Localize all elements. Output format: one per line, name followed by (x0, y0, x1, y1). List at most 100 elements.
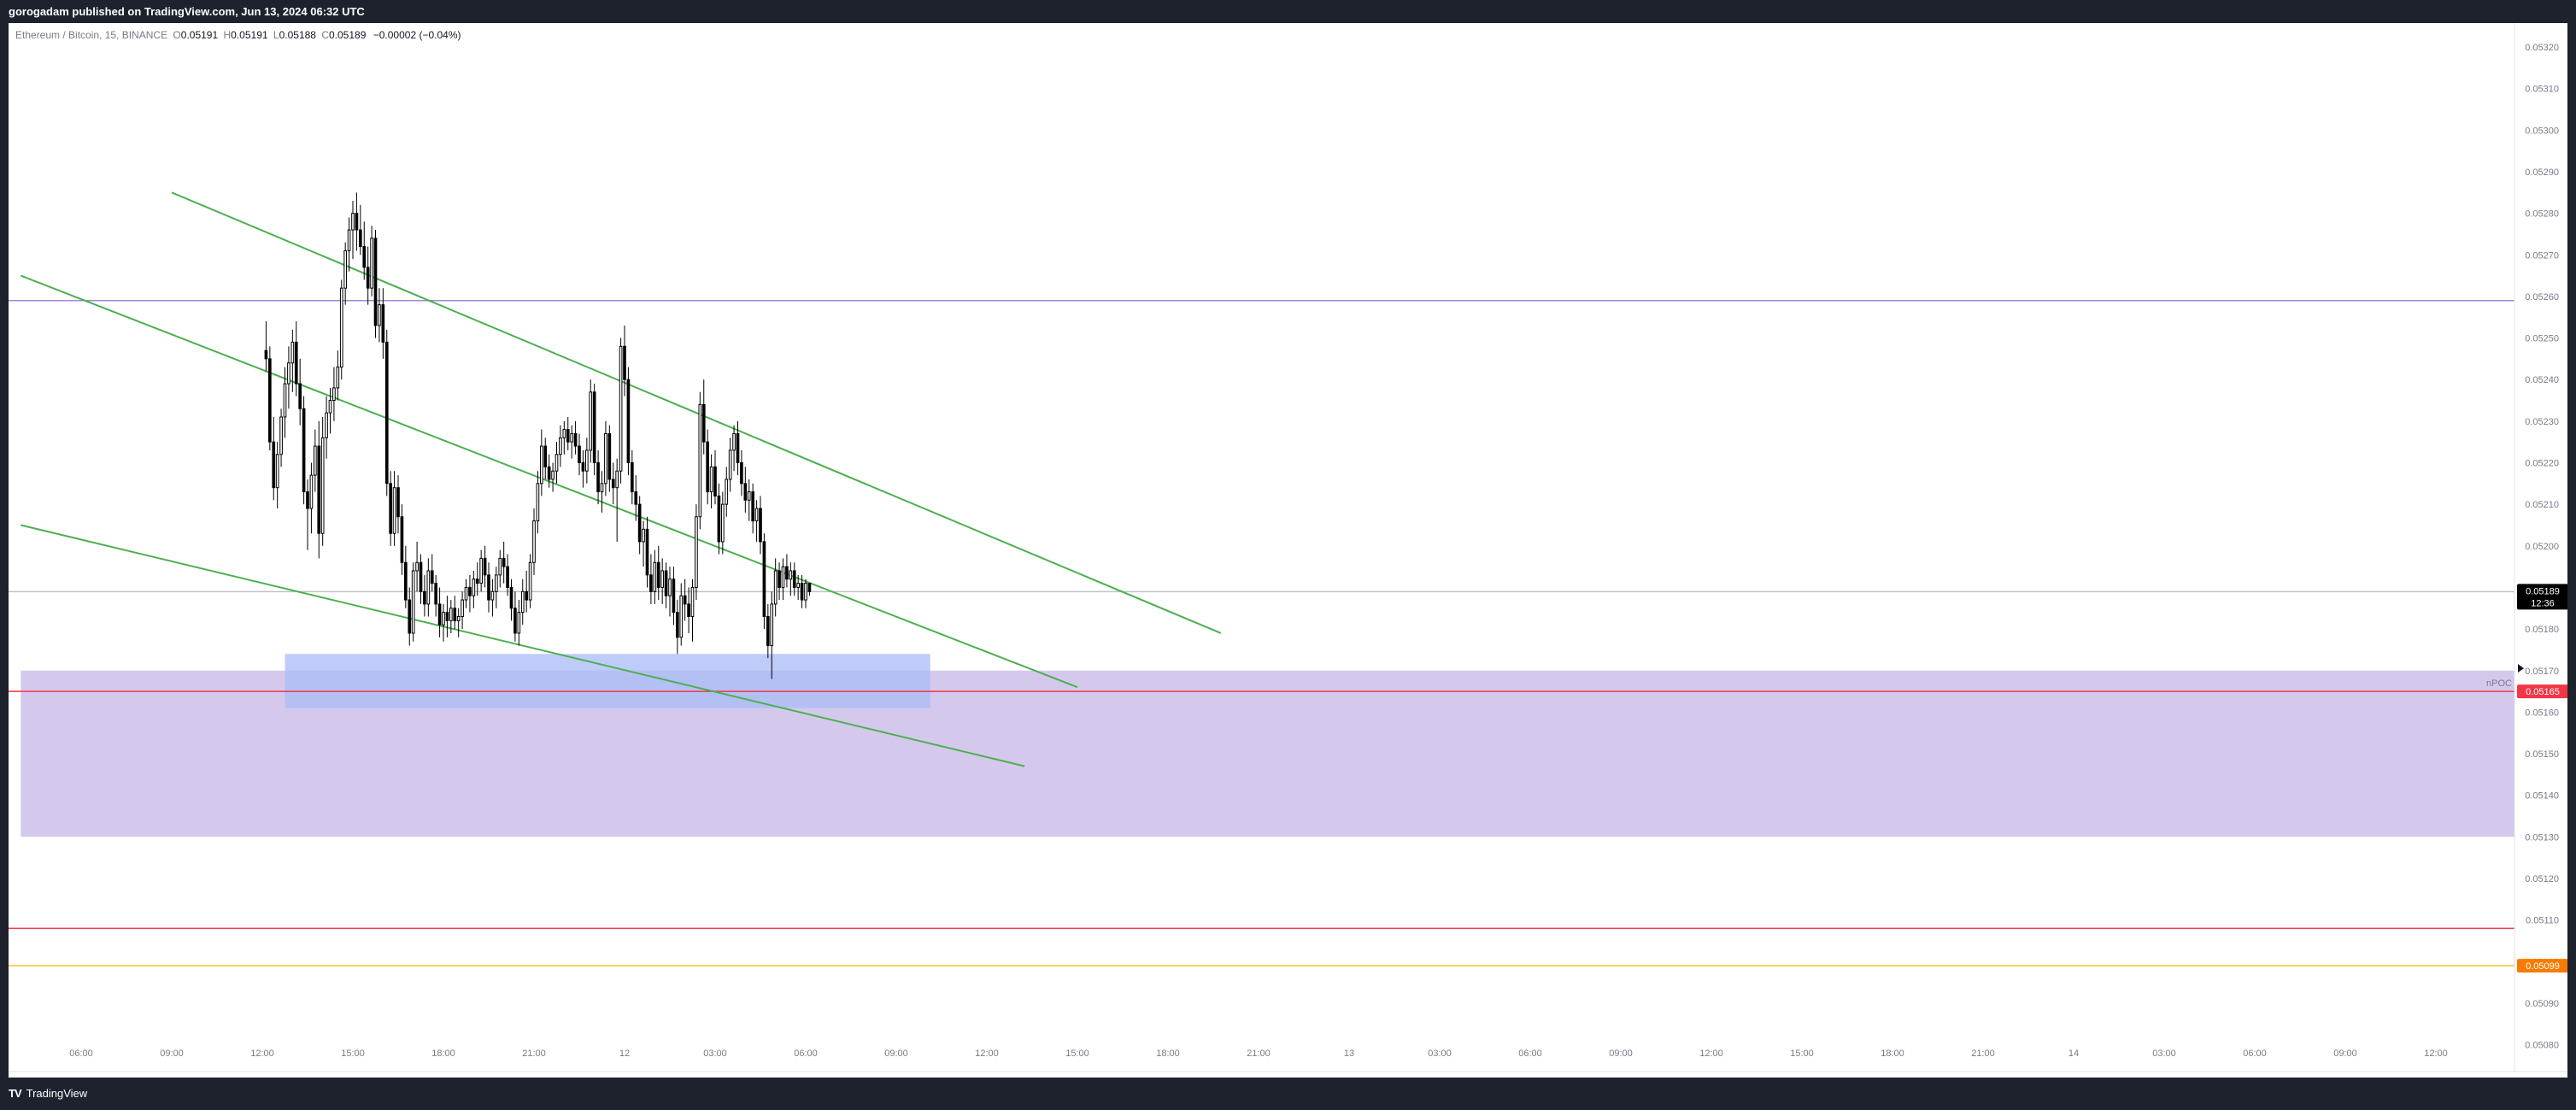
candle-body (314, 445, 317, 476)
x-tick-label: 15:00 (1790, 1048, 1814, 1059)
candle-body (309, 474, 314, 509)
candle-body (359, 229, 362, 248)
y-tick-label: 0.05300 (2525, 126, 2559, 136)
y-tick-label: 0.05230 (2525, 417, 2559, 427)
x-tick-label: 09:00 (160, 1048, 184, 1059)
candle-body (378, 304, 381, 326)
candle-body (717, 495, 721, 543)
candle-body (456, 616, 461, 621)
chart-pane[interactable]: 0.05320 0.05310 0.05300 0.05290 0.05280 0.052… (9, 23, 2567, 1078)
candle-body (384, 341, 389, 485)
play-icon (2518, 664, 2524, 673)
candle-body (695, 516, 698, 588)
candle-body (445, 612, 449, 621)
candle-body (381, 304, 385, 343)
candle-body (585, 449, 589, 472)
candle-body (781, 566, 785, 588)
candle-body (483, 557, 487, 576)
x-tick-label: 15:00 (341, 1048, 365, 1059)
x-tick-label: 09:00 (2333, 1048, 2357, 1059)
candle-body (302, 408, 306, 493)
candle-body (279, 416, 283, 455)
candle-body (294, 341, 298, 385)
candle-body (713, 466, 717, 496)
x-tick-label: 13 (1344, 1048, 1354, 1059)
x-tick-label: 12:00 (975, 1048, 999, 1059)
x-tick-label: 06:00 (1518, 1048, 1542, 1059)
candle-body (396, 487, 400, 518)
candle-body (611, 479, 615, 489)
y-tick-label: 0.05270 (2525, 250, 2559, 261)
support-price-label: 0.05099 (2526, 961, 2560, 972)
candle-body (272, 441, 276, 489)
y-tick-label: 0.05200 (2525, 542, 2559, 552)
candle-body (562, 429, 566, 438)
candle-body (555, 454, 559, 472)
x-tick-label: 06:00 (69, 1048, 93, 1059)
candle-body (732, 432, 736, 451)
candle-body (434, 583, 437, 605)
countdown-label: 12:36 (2531, 598, 2555, 608)
candle-body (615, 470, 619, 489)
candle-body (800, 583, 804, 601)
candle-body (408, 599, 412, 634)
candle-body (653, 561, 657, 592)
high-value: 0.05191 (231, 29, 268, 41)
candle-body (578, 445, 581, 464)
support-price-badge (2517, 959, 2567, 973)
candle-body (517, 612, 521, 634)
candle-body (751, 491, 754, 522)
candle-body (664, 570, 668, 596)
candle-body (804, 583, 807, 601)
candle-body (551, 470, 555, 480)
candle-body (660, 570, 664, 588)
candle-body (520, 590, 525, 614)
tradingview-brand[interactable]: TV TradingView (9, 1086, 87, 1101)
y-tick-label: 0.05240 (2525, 375, 2559, 385)
tradingview-logo-icon: TV (9, 1087, 22, 1100)
candle-body (426, 570, 431, 605)
open-value: 0.05191 (180, 29, 219, 41)
candle-body (400, 516, 404, 563)
candle-body (509, 586, 513, 609)
candle-body (770, 603, 774, 647)
change-value: −0.00002 (−0.04%) (373, 29, 461, 41)
candlestick-chart[interactable]: 0.05320 0.05310 0.05300 0.05290 0.05280 0.052… (9, 23, 2567, 1078)
y-tick-label: 0.05140 (2525, 791, 2559, 802)
candle-body (701, 403, 706, 443)
x-tick-label: 21:00 (522, 1048, 546, 1059)
candle-body (317, 445, 321, 534)
candle-body (411, 570, 415, 634)
symbol-title: Ethereum / Bitcoin, 15, BINANCE (15, 29, 168, 41)
candle-body (634, 491, 638, 505)
candle-body (631, 462, 634, 493)
candle-body (623, 345, 626, 380)
y-tick-label: 0.05260 (2525, 292, 2559, 302)
x-tick-label: 14 (2068, 1048, 2079, 1059)
candle-body (392, 487, 396, 534)
y-tick-label: 0.05160 (2525, 708, 2559, 718)
candle-body (536, 483, 540, 522)
candle-body (570, 432, 573, 443)
x-tick-label: 03:00 (2152, 1048, 2176, 1059)
x-tick-label: 09:00 (1609, 1048, 1633, 1059)
candle-body (332, 387, 336, 402)
candle-body (754, 508, 759, 522)
candle-body (721, 503, 725, 543)
high-label: H (223, 29, 232, 41)
candle-body (355, 213, 359, 231)
candle-body (581, 462, 585, 472)
candle-body (449, 608, 453, 621)
candle-body (690, 586, 695, 618)
candle-body (404, 561, 408, 601)
candle-body (430, 570, 434, 584)
y-tick-label: 0.05290 (2525, 167, 2559, 178)
npoc-label: nPOC (2486, 678, 2512, 689)
y-tick-label: 0.05280 (2525, 209, 2559, 220)
candle-body (423, 590, 426, 605)
candle-body (268, 358, 272, 443)
y-tick-label: 0.05130 (2525, 832, 2559, 843)
y-tick-label: 0.05310 (2525, 85, 2559, 95)
candle-body (362, 246, 367, 268)
candle-body (725, 479, 729, 505)
